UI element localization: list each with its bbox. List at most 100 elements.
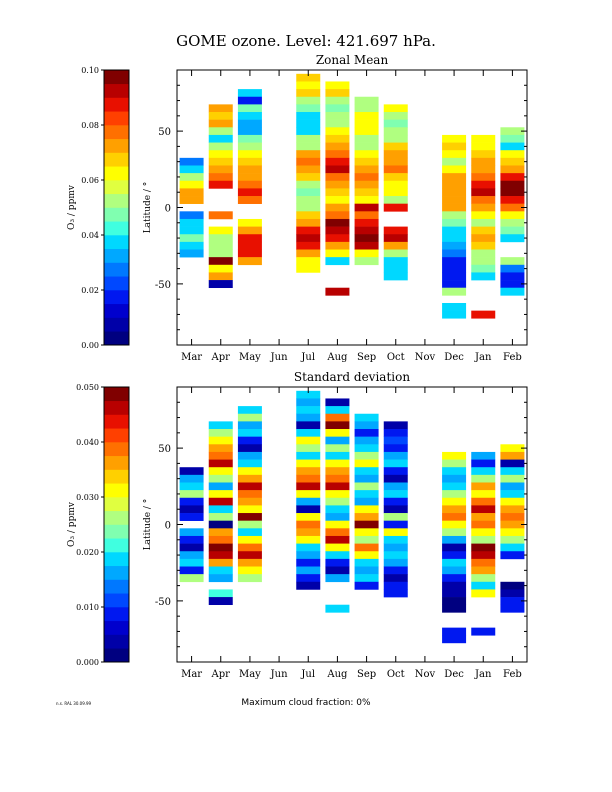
heatmap-cell <box>237 218 262 227</box>
heatmap-cell <box>383 497 408 506</box>
heatmap-cell <box>383 444 408 453</box>
cloud-fraction-note: Maximum cloud fraction: 0% <box>241 698 371 708</box>
heatmap-cell <box>237 497 262 506</box>
heatmap-cell <box>442 165 467 174</box>
x-tick-label: Oct <box>387 352 405 363</box>
heatmap-cell <box>442 249 467 258</box>
heatmap-cell <box>179 535 204 544</box>
page-title: GOME ozone. Level: 421.697 hPa. <box>176 32 436 50</box>
heatmap-cell <box>471 551 496 560</box>
heatmap-cell <box>442 581 467 590</box>
std-deviation-chart: 50 0 -50 Mar Apr May Jun Jul Aug Sep Oct Nov Dec Jan F… <box>67 370 528 680</box>
heatmap-cell <box>179 211 204 220</box>
y-tick-label: 0 <box>165 521 171 532</box>
heatmap-cell <box>237 406 262 415</box>
heatmap-cell <box>325 127 350 136</box>
heatmap-cell <box>471 627 496 636</box>
heatmap-cell <box>442 211 467 220</box>
heatmap-cell <box>500 474 525 483</box>
heatmap-cell <box>325 451 350 460</box>
heatmap-cell <box>354 96 379 105</box>
heatmap-cell <box>296 497 321 506</box>
heatmap-cell <box>208 490 233 499</box>
heatmap-cell <box>383 112 408 120</box>
heatmap-cell <box>325 96 350 105</box>
heatmap-cell <box>471 505 496 514</box>
heatmap-cell <box>442 627 467 636</box>
heatmap-cell <box>296 459 321 468</box>
heatmap-cell <box>500 444 525 453</box>
heatmap-cell <box>354 104 379 113</box>
x-tick-label: Nov <box>415 352 436 363</box>
heatmap-cell <box>500 459 525 468</box>
heatmap-cell <box>442 528 467 537</box>
heatmap-cell <box>354 528 379 537</box>
heatmap-cell <box>471 142 496 151</box>
heatmap-cell <box>354 150 379 159</box>
heatmap-cell <box>237 429 262 437</box>
colorbar-segment <box>104 248 129 263</box>
heatmap-cell <box>325 257 350 266</box>
heatmap-cell <box>325 234 350 243</box>
heatmap-cell <box>442 173 467 182</box>
y-axis-label: Latitude / ° <box>143 182 153 234</box>
heatmap-cell <box>325 218 350 227</box>
heatmap-cell <box>354 451 379 460</box>
colorbar-frame <box>103 386 130 663</box>
heatmap-cell <box>471 520 496 529</box>
heatmap-cell <box>325 249 350 258</box>
heatmap-cell <box>471 218 496 227</box>
heatmap-cell <box>325 413 350 422</box>
heatmap-cell <box>500 513 525 521</box>
colorbar-tick-label: 0.020 <box>76 548 99 557</box>
heatmap-cell <box>500 142 525 151</box>
colorbar-segment <box>104 565 129 580</box>
heatmap-cell <box>296 429 321 437</box>
heatmap-cell <box>237 513 262 521</box>
heatmap-cell <box>208 134 233 143</box>
panel-title: Standard deviation <box>294 370 410 384</box>
heatmap-cell <box>354 226 379 235</box>
heatmap-cell <box>442 280 467 289</box>
heatmap-cell <box>500 180 525 189</box>
heatmap-cell <box>442 150 467 159</box>
heatmap-cell <box>208 226 233 235</box>
heatmap-cell <box>354 165 379 174</box>
heatmap-cell <box>296 451 321 460</box>
heatmap-cell <box>442 505 467 514</box>
heatmap-cell <box>237 89 262 98</box>
x-tick-label: May <box>239 352 261 363</box>
heatmap-cell <box>237 127 262 136</box>
colorbar-segment <box>104 97 129 112</box>
heatmap-cell <box>179 241 204 250</box>
x-tick-label: Aug <box>326 352 348 363</box>
colorbar-segment <box>104 207 129 222</box>
colorbar-segment <box>104 138 129 153</box>
heatmap-cell <box>354 413 379 422</box>
heatmap-cell <box>354 482 379 491</box>
heatmap-cell <box>296 96 321 105</box>
heatmap-cell <box>471 513 496 521</box>
heatmap-cell <box>237 196 262 204</box>
heatmap-cell <box>208 127 233 136</box>
heatmap-cell <box>500 127 525 136</box>
colorbar-label: O₃ / ppmv <box>67 184 77 230</box>
heatmap-cell <box>442 566 467 575</box>
heatmap-cell <box>325 528 350 537</box>
heatmap-cell <box>442 474 467 483</box>
heatmap-cell <box>237 241 262 250</box>
heatmap-cell <box>208 142 233 151</box>
heatmap-cell <box>354 119 379 128</box>
heatmap-cell <box>500 497 525 506</box>
heatmap-cell <box>325 444 350 453</box>
heatmap-cell <box>383 482 408 491</box>
heatmap-cell <box>500 264 525 273</box>
heatmap-cell <box>179 558 204 567</box>
heatmap-cell <box>471 180 496 189</box>
heatmap-cell <box>471 211 496 220</box>
heatmap-cell <box>237 119 262 128</box>
heatmap-cell <box>471 467 496 476</box>
heatmap-cell <box>442 157 467 166</box>
x-tick-label: Aug <box>326 669 348 680</box>
heatmap-cell <box>296 89 321 98</box>
